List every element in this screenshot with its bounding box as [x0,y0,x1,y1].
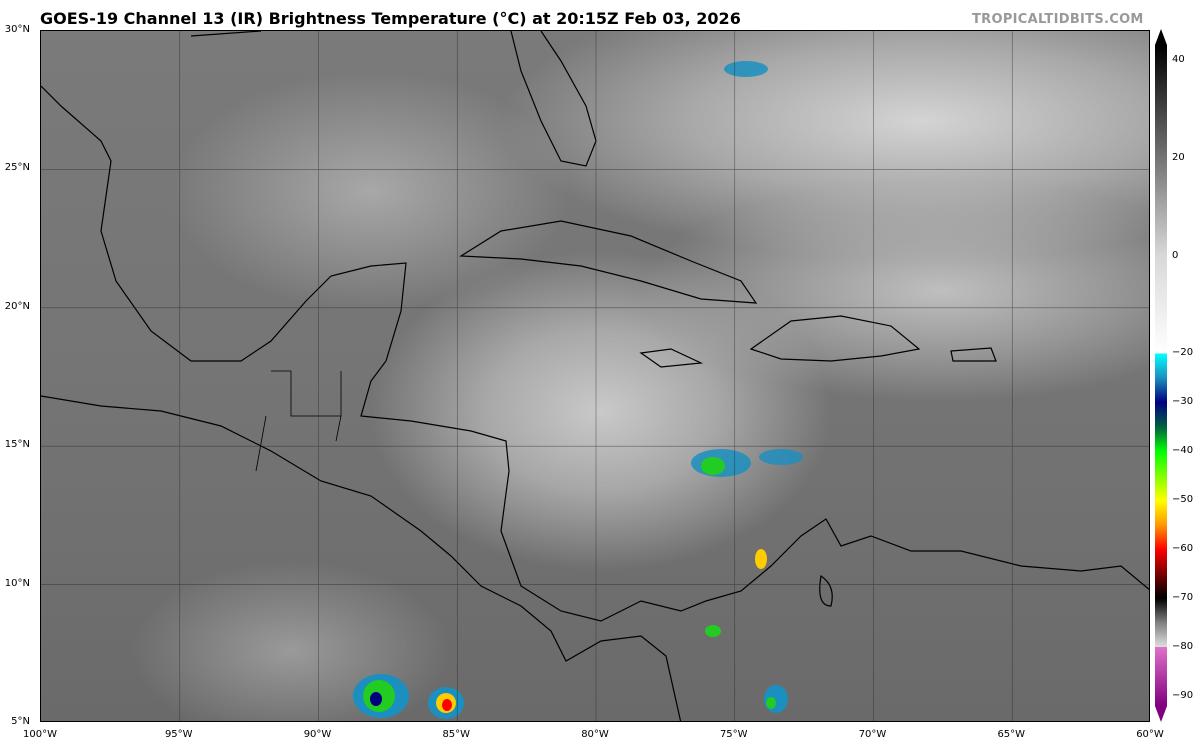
map-overlay [41,31,1149,721]
convection-cells [353,61,803,719]
colorbar-top-arrow [1155,29,1167,45]
map-title: GOES-19 Channel 13 (IR) Brightness Tempe… [40,9,741,28]
colorbar-tick-label: −40 [1172,445,1194,457]
colorbar-tick-label: −90 [1172,690,1194,702]
colorbar-arrows [1155,29,1167,722]
convection-cell [724,61,768,77]
convection-cell [755,549,767,569]
lat-label: 25°N [4,162,30,174]
gulf-coast [41,85,1149,622]
cuba-coast [459,220,758,304]
lon-label: 90°W [303,729,332,740]
lon-label: 65°W [997,729,1026,740]
lon-label: 70°W [858,729,887,740]
maracaibo-coast [819,574,833,607]
hispaniola-coast [749,315,921,362]
lon-label: 75°W [719,729,748,740]
convection-cell [370,692,382,706]
colorbar-tick-label: 20 [1172,151,1185,163]
colorbar-tick-label: −50 [1172,494,1194,506]
lon-label: 60°W [1136,729,1164,740]
convection-cell [442,699,452,711]
lat-label: 30°N [4,24,30,35]
borders [255,370,342,472]
convection-cell [759,449,803,465]
colorbar [1155,45,1167,706]
lon-label: 85°W [442,729,471,740]
colorbar-bottom-arrow [1155,706,1167,722]
colorbar-tick-label: 0 [1172,249,1179,261]
coastlines [41,31,1149,721]
colorbar-tick-label: −30 [1172,396,1194,408]
pacific-coast [41,395,682,721]
lon-label: 95°W [164,729,193,740]
jamaica-coast [639,348,704,368]
graticule [41,31,1149,721]
colorbar-tick-label: −70 [1172,592,1194,604]
lat-label: 10°N [4,577,30,589]
convection-cell [701,457,725,475]
lat-label: 5°N [11,716,30,727]
florida-coast [190,31,597,167]
colorbar-tick-label: −20 [1172,347,1194,359]
brand-watermark: TROPICALTIDBITS.COM [972,12,1144,27]
puerto-rico-coast [950,347,997,362]
satellite-map [40,30,1150,722]
convection-cell [705,625,721,637]
colorbar-tick-label: 40 [1172,53,1185,65]
lat-label: 20°N [4,300,30,312]
lon-label: 80°W [581,729,609,740]
colorbar-tick-label: −60 [1172,543,1194,555]
lon-label: 100°W [23,729,57,740]
convection-cell [766,697,776,709]
lat-label: 15°N [4,439,30,451]
colorbar-tick-label: −80 [1172,641,1194,653]
